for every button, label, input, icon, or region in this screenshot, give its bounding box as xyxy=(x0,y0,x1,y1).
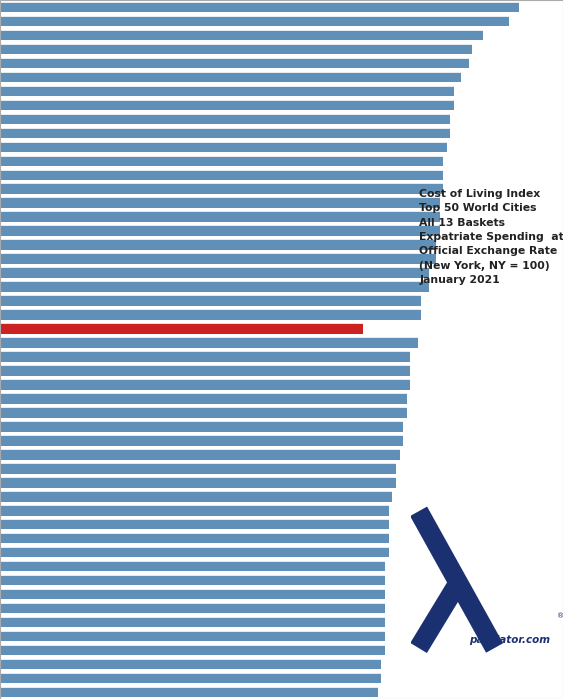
Bar xyxy=(0,644,385,656)
Bar xyxy=(0,267,428,278)
Bar xyxy=(0,686,378,698)
Bar xyxy=(0,71,461,82)
Bar xyxy=(0,225,440,236)
Bar xyxy=(0,197,440,208)
Bar xyxy=(0,589,385,599)
Bar xyxy=(0,127,450,138)
Bar xyxy=(0,449,400,460)
Bar xyxy=(0,463,396,474)
Bar xyxy=(0,239,436,250)
Bar xyxy=(0,491,392,502)
Text: ®: ® xyxy=(557,613,563,619)
Bar xyxy=(0,113,450,124)
Bar xyxy=(0,421,403,431)
Bar xyxy=(0,295,421,306)
Bar xyxy=(0,141,447,152)
Bar xyxy=(0,1,520,12)
Bar xyxy=(0,575,385,586)
Bar xyxy=(0,505,388,516)
Bar xyxy=(0,57,468,68)
Bar xyxy=(0,407,407,417)
Bar xyxy=(0,672,381,684)
Bar xyxy=(0,365,410,376)
Bar xyxy=(0,547,388,558)
Bar xyxy=(0,211,440,222)
Bar xyxy=(0,351,410,362)
Bar xyxy=(0,29,483,40)
Text: Cost of Living Index
Top 50 World Cities
All 13 Baskets
Expatriate Spending  at
: Cost of Living Index Top 50 World Cities… xyxy=(419,189,563,285)
Bar xyxy=(0,477,396,488)
Bar xyxy=(0,435,403,446)
Bar xyxy=(0,15,508,26)
Bar xyxy=(0,658,381,670)
Bar xyxy=(0,603,385,614)
Bar xyxy=(0,253,436,264)
Bar xyxy=(0,99,454,110)
Bar xyxy=(0,337,418,348)
Bar xyxy=(0,630,385,642)
Bar xyxy=(0,85,454,96)
Bar xyxy=(0,393,407,403)
Bar xyxy=(0,379,410,390)
Bar xyxy=(0,281,428,292)
Bar xyxy=(0,169,443,180)
Bar xyxy=(0,323,363,333)
Bar xyxy=(0,43,472,55)
Bar xyxy=(0,519,388,530)
Bar xyxy=(0,309,421,319)
Text: patulator.com: patulator.com xyxy=(469,635,549,644)
Bar xyxy=(0,561,385,572)
Bar xyxy=(0,183,443,194)
Bar xyxy=(0,155,443,166)
Bar xyxy=(0,533,388,544)
Bar xyxy=(0,617,385,628)
